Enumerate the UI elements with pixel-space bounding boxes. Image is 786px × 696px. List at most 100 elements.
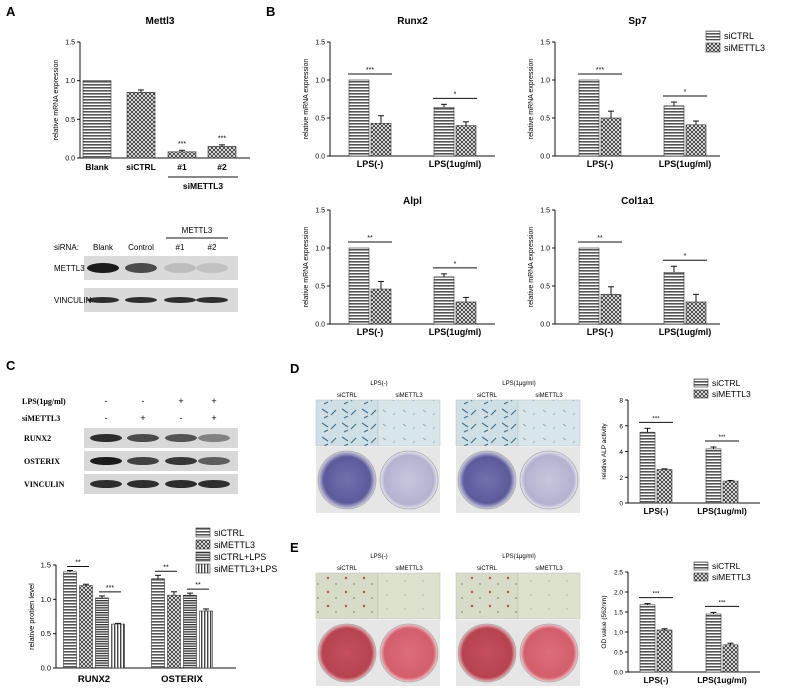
blot-band	[196, 263, 228, 273]
legend-label: siMETTL3	[712, 389, 751, 399]
bar-siCTRL-LPS(1ug/ml)	[705, 448, 722, 504]
y-axis-label: relative mRNA expression	[528, 59, 535, 140]
y-tick-label: 1.0	[41, 595, 51, 604]
y-tick-label: 0.0	[540, 322, 550, 329]
bar-siMETTL3-LPS(-)	[370, 123, 392, 157]
chart-title: Col1a1	[621, 196, 654, 207]
bar-siCTRL+LPS-OSTERIX	[183, 594, 197, 669]
culture-well	[317, 450, 377, 510]
legend-label: siCTRL	[712, 378, 741, 388]
chart-ars: 0.0 0.5 1.0 1.5 2.0 2.5 OD value (562nm) *** LPS…	[601, 561, 760, 685]
culture-well	[457, 450, 517, 510]
significance-label: ***	[718, 600, 726, 606]
micrograph	[517, 572, 581, 620]
y-tick-label: 0.5	[315, 116, 325, 123]
micrograph	[517, 399, 581, 447]
lane-label: Control	[128, 243, 154, 252]
bar-siMETTL3-RUNX2	[79, 585, 93, 669]
y-tick-label: 1.5	[315, 40, 325, 47]
blot-band	[198, 457, 230, 465]
bar-siCTRL-LPS(1ug/ml)	[663, 105, 685, 157]
y-tick-label: 1.5	[315, 208, 325, 215]
significance-label: ***	[652, 416, 660, 422]
y-axis-label: relative protien level	[27, 583, 36, 650]
group-label: METTL3	[182, 226, 213, 235]
bar-siCTRL-LPS(-)	[578, 247, 600, 325]
x-tick-label: RUNX2	[78, 674, 110, 685]
stain-well-label: siMETTL3	[535, 393, 563, 399]
condition-label: LPS(1μg/ml)	[22, 397, 66, 406]
y-axis-label: relative ALP activity	[601, 423, 608, 480]
y-tick-label: 1.0	[614, 630, 623, 637]
bar-#2	[207, 146, 237, 159]
blot-band	[127, 457, 159, 465]
bar-siCTRL-LPS(-)	[578, 79, 600, 157]
bar-siMETTL3-LPS(1ug/ml)	[722, 480, 739, 504]
x-tick-label: LPS(-)	[643, 675, 668, 685]
bar-siCTRL-LPS(-)	[348, 247, 370, 325]
panel-letter-d: D	[290, 361, 299, 376]
x-tick-label: #2	[217, 162, 227, 172]
significance-label: *	[684, 253, 687, 260]
condition-mark: -	[105, 396, 108, 406]
bar-Blank	[82, 80, 112, 159]
blot-band	[125, 263, 157, 273]
legend-label: siMETTL3	[724, 43, 765, 53]
y-tick-label: 1.0	[65, 78, 75, 85]
x-tick-label: LPS(1ug/ml)	[429, 159, 482, 169]
y-tick-label: 2.5	[614, 570, 623, 577]
bar-siCTRL-LPS(1ug/ml)	[705, 613, 722, 673]
y-tick-label: 0	[619, 501, 623, 508]
culture-well	[519, 623, 579, 683]
bar-siMETTL3-LPS(1ug/ml)	[685, 301, 707, 325]
y-tick-label: 4	[619, 449, 623, 456]
stain-group-label: LPS(-)	[370, 381, 387, 387]
significance-label: ***	[596, 67, 604, 74]
blot-band	[165, 480, 197, 488]
legend-swatch	[195, 527, 211, 538]
blot-row-label: VINCULIN	[54, 296, 92, 305]
lane-label: Blank	[93, 243, 114, 252]
significance-label: ***	[218, 135, 226, 142]
micrograph	[455, 572, 519, 620]
y-tick-label: 2	[619, 475, 623, 482]
y-tick-label: 0.0	[315, 322, 325, 329]
significance-label: **	[75, 559, 81, 566]
significance-label: ***	[178, 141, 186, 148]
y-tick-label: 1.0	[540, 78, 550, 85]
panel-letter-a: A	[6, 4, 16, 19]
y-tick-label: 6	[619, 423, 623, 430]
blot-band	[90, 480, 122, 488]
significance-label: ***	[718, 435, 726, 441]
stain-panel-stain_d: LPS(-) LPS(1μg/ml) siCTRL siMETTL3 siCTRL siM…	[315, 381, 581, 513]
significance-label: *	[454, 91, 457, 98]
significance-label: **	[367, 235, 373, 242]
micrograph	[377, 572, 441, 620]
legend-label: siMETTL3	[712, 572, 751, 582]
western-blot-c: LPS(1μg/ml) - - + + siMETTL3 - + - + RUNX2 OSTERIX V…	[22, 396, 238, 494]
y-axis-label: OD value (562nm)	[601, 595, 608, 648]
blot-band	[87, 297, 119, 303]
stain-well-label: siCTRL	[477, 393, 498, 399]
y-tick-label: 1.5	[540, 40, 550, 47]
bar-siMETTL3-LPS(-)	[656, 629, 673, 673]
micrograph	[315, 572, 379, 620]
bar-siMETTL3-LPS(-)	[600, 117, 622, 157]
blot-band	[198, 480, 230, 488]
western-blot-a: siRNA: Blank Control #1 #2 METTL3 METTL3 VINCUL…	[54, 226, 238, 312]
x-tick-label: LPS(1ug/ml)	[659, 327, 712, 337]
panel-letter-e: E	[290, 540, 299, 555]
y-tick-label: 0.5	[540, 116, 550, 123]
condition-label: siMETTL3	[22, 414, 60, 423]
legend-label: siMETTL3+LPS	[214, 564, 277, 574]
significance-label: *	[454, 261, 457, 268]
bar-siMETTL3+LPS-OSTERIX	[199, 610, 213, 669]
bar-siMETTL3-LPS(1ug/ml)	[455, 301, 477, 325]
chart-title: Alpl	[403, 196, 422, 207]
y-tick-label: 1.5	[540, 208, 550, 215]
micrograph	[455, 399, 519, 447]
charts-layer: 0.0 0.5 1.0 1.5 relative mRNA expression Mett…	[27, 16, 765, 685]
y-tick-label: 0.5	[41, 629, 51, 638]
